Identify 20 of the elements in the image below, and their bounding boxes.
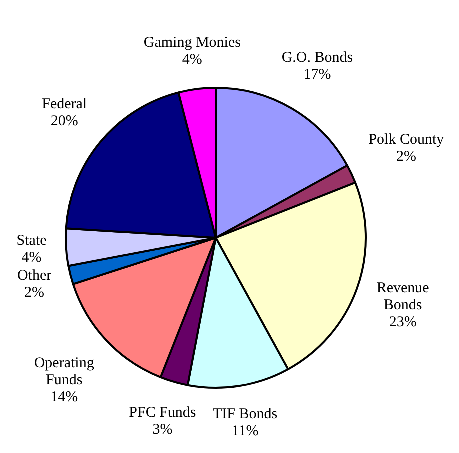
- slice-label: Federal: [42, 96, 88, 112]
- data-label: 23%: [389, 314, 417, 330]
- slice-label: State: [16, 233, 48, 250]
- data-label: 17%: [304, 66, 332, 83]
- data-label: 14%: [50, 389, 78, 406]
- data-label: 2%: [396, 148, 416, 165]
- slice-label: Other: [17, 268, 52, 284]
- data-label: 4%: [22, 250, 42, 266]
- slice-label: Operating Funds: [34, 355, 95, 388]
- data-label: 4%: [182, 52, 202, 68]
- slice-label: Revenue Bonds: [376, 280, 430, 314]
- data-label: 3%: [152, 422, 173, 438]
- slice-label: Polk County: [368, 132, 445, 148]
- slice-label: PFC Funds: [129, 404, 196, 421]
- slice-label: TIF Bonds: [213, 406, 278, 422]
- slice-label: G.O. Bonds: [282, 50, 354, 66]
- slice-label: Gaming Monies: [144, 34, 242, 51]
- data-label: 2%: [24, 285, 45, 302]
- data-label: 11%: [232, 423, 259, 440]
- data-label: 20%: [50, 113, 78, 130]
